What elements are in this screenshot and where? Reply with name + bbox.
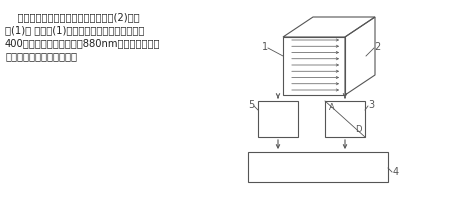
Text: A: A (329, 104, 335, 112)
Text: 1: 1 (262, 42, 268, 52)
Text: 5: 5 (248, 100, 254, 110)
Text: 单色光，优选用于硅电池。: 单色光，优选用于硅电池。 (5, 51, 77, 61)
Text: 2: 2 (374, 42, 380, 52)
Text: 3: 3 (368, 100, 374, 110)
Text: 本发明涉及一种用于照射太阳能电池(2)的设: 本发明涉及一种用于照射太阳能电池(2)的设 (5, 12, 140, 22)
Text: 备(1)。 该设备(1)在平面矩阵状配置中包含至少: 备(1)。 该设备(1)在平面矩阵状配置中包含至少 (5, 25, 144, 35)
Text: 400个固态照射源，以便在880nm的光谱区域发出: 400个固态照射源，以便在880nm的光谱区域发出 (5, 38, 161, 48)
Text: D: D (355, 124, 361, 134)
Text: 4: 4 (393, 167, 399, 177)
